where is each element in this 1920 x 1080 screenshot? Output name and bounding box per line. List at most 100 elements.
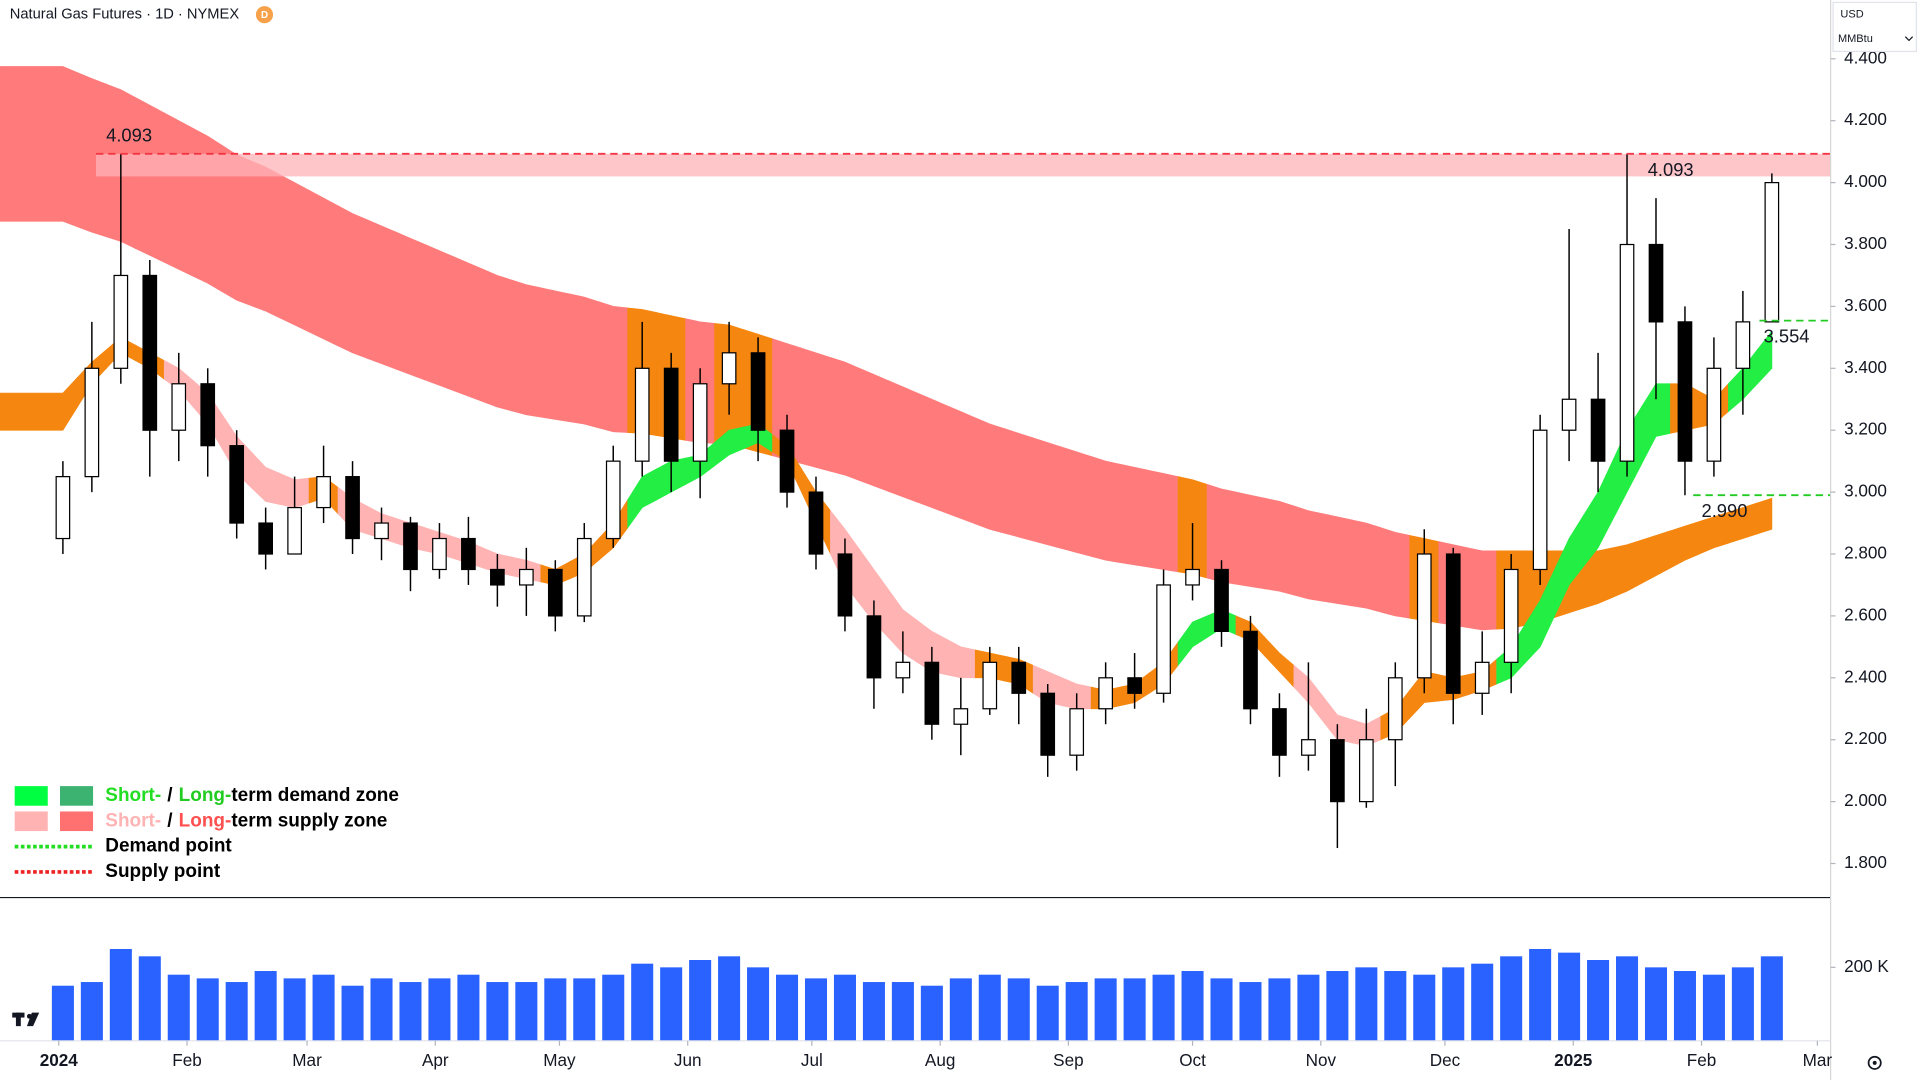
x-tick-label: 2024 bbox=[40, 1050, 79, 1070]
band-segment bbox=[1757, 497, 1773, 535]
volume-bar bbox=[1529, 948, 1552, 1041]
candle-body bbox=[403, 522, 418, 571]
candle-body bbox=[924, 661, 940, 725]
volume-bar bbox=[949, 978, 972, 1041]
candle-body bbox=[171, 383, 187, 431]
volume-bar bbox=[573, 978, 596, 1041]
legend-text: Long- bbox=[179, 810, 232, 831]
legend-text: term supply zone bbox=[231, 810, 387, 831]
band-segment bbox=[337, 205, 368, 359]
candle-body bbox=[634, 367, 650, 462]
candle-body bbox=[721, 352, 737, 385]
x-tick-label: Aug bbox=[925, 1050, 955, 1070]
x-tick-label: Apr bbox=[422, 1050, 449, 1070]
band-segment bbox=[0, 66, 78, 228]
volume-bar bbox=[51, 985, 74, 1041]
candle-body bbox=[1098, 677, 1113, 710]
axes: 1.800 2.000 2.200 2.400 2.600 2.800 3.000 3.200… bbox=[40, 47, 1890, 1070]
volume-bar bbox=[486, 982, 509, 1041]
volume-bar bbox=[312, 974, 335, 1041]
volume-bar bbox=[225, 982, 248, 1041]
legend-swatch bbox=[60, 811, 94, 832]
volume-bar bbox=[1065, 982, 1088, 1041]
band-segment bbox=[888, 380, 918, 503]
settings-icon[interactable] bbox=[1867, 1055, 1882, 1070]
volume-bar bbox=[80, 982, 103, 1041]
candle-body bbox=[1532, 429, 1548, 571]
candle-body bbox=[837, 553, 853, 617]
x-tick-label: 2025 bbox=[1554, 1050, 1593, 1070]
candle-body bbox=[1445, 553, 1461, 694]
candle-body bbox=[1330, 739, 1345, 803]
band-segment bbox=[830, 356, 860, 482]
candle-body bbox=[866, 615, 882, 679]
candle-body bbox=[692, 383, 708, 462]
supply-zone bbox=[95, 153, 1831, 177]
volume-bar bbox=[804, 978, 828, 1041]
level-label: 3.554 bbox=[1764, 326, 1810, 347]
y-tick-label: 3.600 bbox=[1844, 295, 1887, 315]
volume-bar bbox=[544, 978, 567, 1041]
band-segment bbox=[859, 367, 889, 492]
volume-bar bbox=[747, 967, 770, 1041]
candle-body bbox=[1677, 321, 1693, 462]
volume-bar bbox=[109, 948, 132, 1041]
candle-body bbox=[1069, 708, 1085, 756]
candle-body bbox=[1503, 568, 1519, 663]
band-segment bbox=[250, 160, 281, 319]
candle-body bbox=[1735, 321, 1751, 369]
candle-body bbox=[316, 476, 331, 509]
chart-title: Natural Gas Futures · 1D · NYMEX bbox=[10, 7, 240, 23]
legend-text: Short- bbox=[105, 810, 161, 831]
y-tick-label: 2.600 bbox=[1844, 604, 1887, 624]
candle-body bbox=[490, 568, 505, 586]
candle-body bbox=[982, 661, 998, 710]
y-tick-label: 2.400 bbox=[1844, 666, 1887, 686]
candle-body bbox=[1011, 661, 1027, 694]
zones bbox=[95, 153, 1831, 177]
legend-label: Short- / Long-term supply zone bbox=[105, 810, 387, 831]
band-segment bbox=[1090, 456, 1121, 563]
volume-bar bbox=[399, 982, 422, 1041]
candle-body bbox=[1127, 677, 1142, 694]
candle-body bbox=[605, 460, 621, 540]
volume-bar bbox=[1500, 956, 1523, 1041]
legend-text: Demand point bbox=[105, 836, 232, 857]
candle-body bbox=[1474, 661, 1490, 694]
x-tick-label: Mar bbox=[292, 1050, 322, 1070]
candle-body bbox=[1156, 584, 1171, 694]
band-segment bbox=[1757, 330, 1773, 385]
band-segment bbox=[1293, 505, 1324, 602]
unit-box[interactable] bbox=[1832, 1, 1917, 53]
volume-bar bbox=[1442, 967, 1465, 1041]
volume-bar bbox=[631, 963, 654, 1041]
candle-body bbox=[1561, 398, 1577, 431]
band-segment bbox=[453, 256, 484, 403]
volume-bar bbox=[1760, 956, 1783, 1041]
volume-bar bbox=[1644, 967, 1668, 1041]
candle-body bbox=[1706, 367, 1722, 462]
legend-text: Short- bbox=[105, 785, 161, 806]
volume-bar bbox=[1239, 982, 1262, 1041]
volume bbox=[51, 948, 1783, 1041]
band-segment bbox=[511, 279, 542, 418]
band-segment bbox=[1264, 497, 1295, 596]
candle-body bbox=[1358, 739, 1374, 803]
legend-text: / bbox=[167, 810, 173, 831]
band-segment bbox=[945, 404, 976, 525]
currency[interactable]: USD bbox=[1840, 9, 1863, 21]
band-segment bbox=[395, 231, 426, 381]
band-segment bbox=[1032, 437, 1063, 550]
band-segment bbox=[1467, 547, 1498, 631]
unit[interactable]: MMBtu bbox=[1838, 33, 1873, 45]
y-tick-label: 4.400 bbox=[1844, 47, 1887, 67]
volume-bar bbox=[283, 978, 306, 1041]
candle-body bbox=[808, 491, 824, 555]
candle-body bbox=[1301, 739, 1316, 756]
x-tick-label: Jun bbox=[674, 1050, 702, 1070]
candle-body bbox=[953, 708, 969, 725]
candle-body bbox=[547, 568, 563, 617]
band-segment bbox=[308, 189, 339, 347]
volume-bar bbox=[1471, 963, 1494, 1041]
